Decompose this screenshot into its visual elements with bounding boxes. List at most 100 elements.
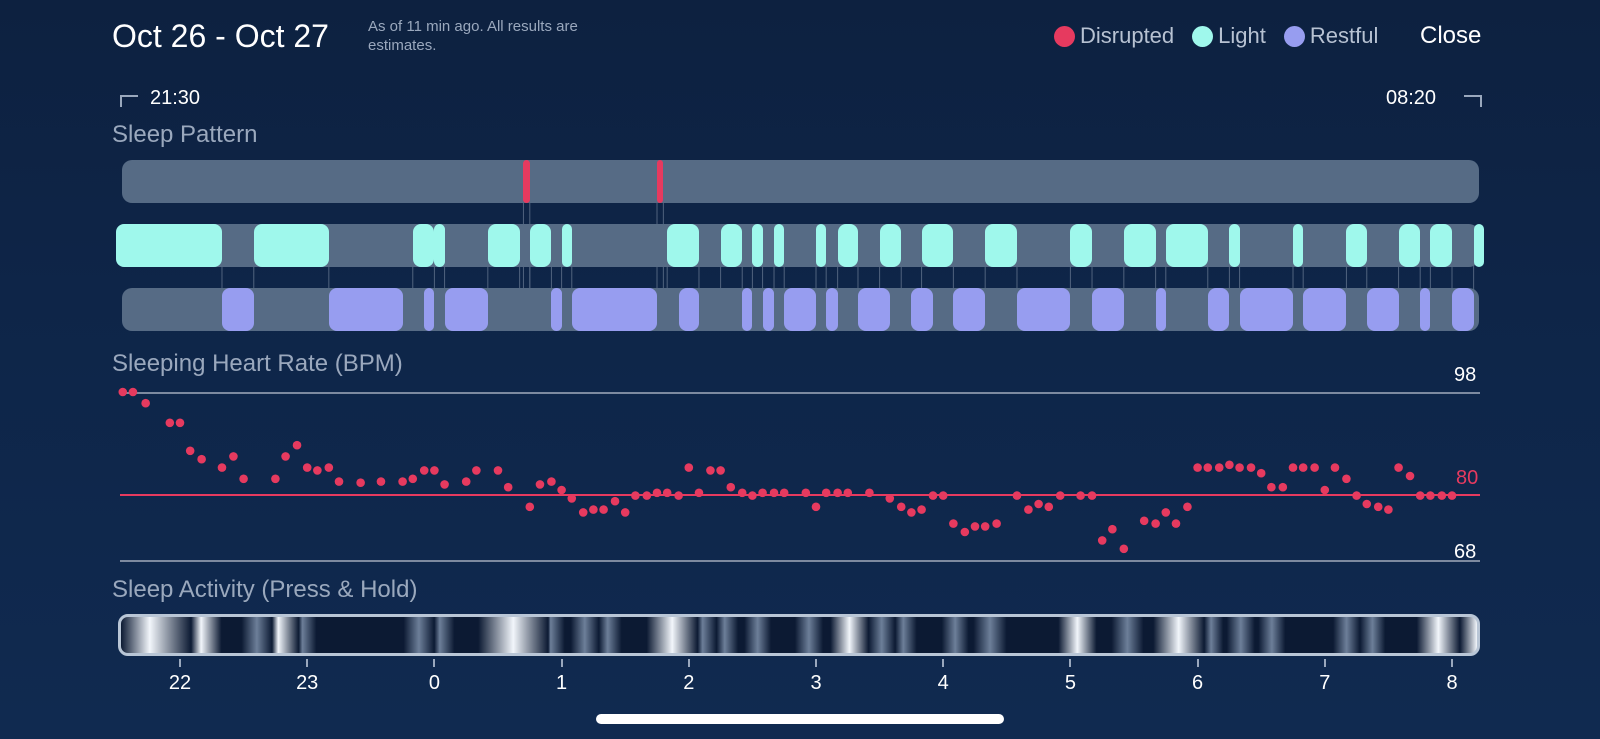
average-bpm-label: 80 xyxy=(1456,467,1479,489)
heart-rate-point xyxy=(1426,491,1435,500)
light-segment xyxy=(1430,224,1452,267)
heart-rate-point xyxy=(1405,471,1415,481)
heart-rate-point xyxy=(737,488,747,498)
heart-rate-point xyxy=(1310,463,1319,472)
heart-rate-point xyxy=(833,488,842,498)
heart-rate-point xyxy=(1267,482,1276,492)
heart-rate-point xyxy=(472,466,481,475)
restful-segment xyxy=(444,288,488,331)
end-bracket-icon xyxy=(1464,95,1482,107)
heart-rate-point xyxy=(652,488,662,498)
light-segment xyxy=(1165,224,1208,267)
light-segment xyxy=(1398,224,1421,267)
heart-rate-point xyxy=(1394,463,1403,472)
heart-rate-point xyxy=(1437,491,1447,500)
heart-rate-point xyxy=(408,474,418,484)
heart-rate-point xyxy=(197,454,206,464)
min-bpm-line xyxy=(120,560,1480,562)
restful-segment xyxy=(911,288,933,331)
heart-rate-point xyxy=(1034,499,1043,509)
axis-tick-mark xyxy=(687,659,690,667)
sleep-activity-bar[interactable] xyxy=(118,614,1480,656)
heart-rate-point xyxy=(461,477,471,486)
light-segment xyxy=(837,224,858,267)
restful-segment xyxy=(551,288,562,331)
heart-rate-point xyxy=(1055,491,1065,500)
heart-rate-point xyxy=(281,452,290,461)
restful-segment xyxy=(1207,288,1230,331)
heart-rate-point xyxy=(1288,463,1298,472)
heart-rate-point xyxy=(980,522,990,531)
start-bracket-icon xyxy=(120,95,138,107)
restful-segment xyxy=(328,288,403,331)
heart-rate-point xyxy=(960,527,970,537)
heart-rate-point xyxy=(821,488,831,498)
start-time: 21:30 xyxy=(150,87,201,109)
heart-rate-point xyxy=(493,466,503,475)
restful-segment xyxy=(1155,288,1166,331)
heart-rate-point xyxy=(896,502,906,512)
heart-rate-title: Sleeping Heart Rate (BPM) xyxy=(112,350,403,377)
axis-tick-mark xyxy=(815,659,817,667)
axis-tick-label: 22 xyxy=(168,672,192,694)
axis-tick-mark xyxy=(560,659,563,667)
heart-rate-point xyxy=(631,491,640,500)
light-segment xyxy=(561,224,572,267)
heart-rate-point xyxy=(578,508,588,517)
heart-rate-point xyxy=(334,477,344,486)
restful-segment xyxy=(953,288,986,331)
legend-label-restful: Restful xyxy=(1309,23,1379,48)
heart-rate-point xyxy=(589,505,598,514)
heart-rate-point xyxy=(239,474,248,484)
heart-rate-point xyxy=(175,418,185,428)
heart-rate-point xyxy=(992,519,1001,528)
heart-rate-point xyxy=(885,494,895,503)
page-title: Oct 26 - Oct 27 xyxy=(112,18,329,54)
heart-rate-point xyxy=(1203,463,1213,472)
heart-rate-point xyxy=(1278,482,1288,492)
heart-rate-point xyxy=(610,496,620,506)
restful-segment xyxy=(1420,288,1431,331)
restful-segment xyxy=(762,288,774,331)
heart-rate-point xyxy=(141,398,150,408)
heart-rate-point xyxy=(706,466,715,475)
light-segment xyxy=(253,224,329,267)
light-segment xyxy=(1473,224,1484,267)
restful-segment xyxy=(1239,288,1293,331)
restful-segment xyxy=(571,288,657,331)
close-button[interactable]: Close xyxy=(1420,22,1482,49)
home-indicator[interactable] xyxy=(596,714,1004,724)
heart-rate-point xyxy=(949,519,958,528)
axis-tick-mark xyxy=(942,659,945,667)
light-segment xyxy=(1293,224,1304,267)
heart-rate-point xyxy=(567,494,577,503)
heart-rate-point xyxy=(1320,485,1330,495)
heart-rate-point xyxy=(694,488,704,498)
sleep-pattern-title: Sleep Pattern xyxy=(112,121,258,148)
heart-rate-point xyxy=(217,463,227,472)
legend-label-light: Light xyxy=(1218,23,1266,48)
heart-rate-point xyxy=(970,522,980,531)
heart-rate-point xyxy=(547,477,556,486)
axis-tick-mark xyxy=(1069,659,1072,667)
heart-rate-point xyxy=(1352,491,1361,500)
heart-rate-point xyxy=(356,478,365,488)
heart-rate-point xyxy=(1151,519,1160,528)
heart-rate-point xyxy=(1076,491,1085,500)
disrupted-segment xyxy=(657,160,664,203)
heart-rate-point xyxy=(716,466,725,475)
light-segment xyxy=(816,224,827,267)
heart-rate-point xyxy=(376,477,386,486)
restful-segment xyxy=(1452,288,1474,331)
light-segment xyxy=(879,224,902,267)
restful-segment xyxy=(1092,288,1124,331)
heart-rate-point xyxy=(440,480,449,489)
heart-rate-point xyxy=(118,387,128,397)
axis-tick-label: 3 xyxy=(810,672,822,694)
heart-rate-point xyxy=(1171,519,1181,528)
heart-rate-point xyxy=(128,387,138,397)
axis-tick-label: 23 xyxy=(296,672,319,694)
restful-band xyxy=(122,288,1479,331)
heart-rate-point xyxy=(907,508,916,517)
